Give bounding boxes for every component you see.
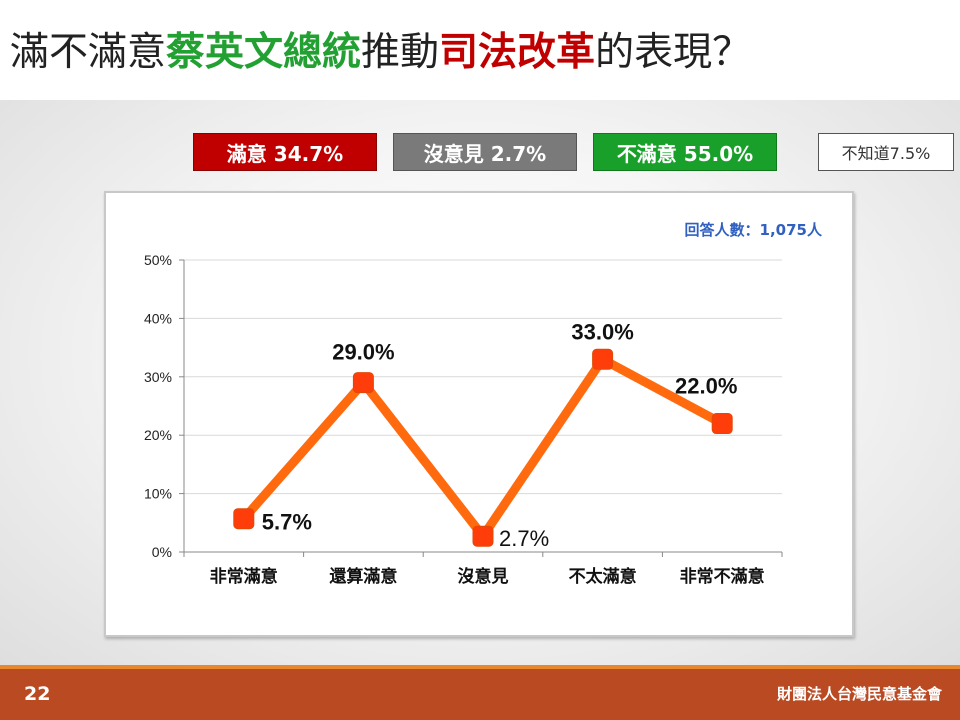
footer-accent-line (0, 665, 960, 669)
data-point-marker (233, 508, 255, 530)
y-tick-label: 40% (144, 310, 172, 326)
data-point-marker (711, 413, 733, 435)
x-category-label: 非常滿意 (210, 566, 278, 587)
title-president-name: 蔡英文總統 (166, 30, 362, 75)
data-point-marker (592, 348, 614, 370)
y-tick-label: 50% (144, 252, 172, 268)
x-category-label: 還算滿意 (329, 566, 397, 587)
title-part-1: 滿不滿意 (10, 30, 167, 75)
line-chart: 0% 10% 20% 30% 40% 50% 非常滿意 還算滿意 沒意見 不太滿意 非常不滿意 5.7… (144, 221, 823, 587)
title-judicial-reform: 司法改革 (439, 30, 596, 75)
data-label: 5.7% (262, 510, 312, 535)
footer-bar: 22 財團法人台灣民意基金會 (0, 669, 960, 720)
summary-no-opinion-badge: 沒意見 2.7% (393, 133, 577, 171)
title-part-5: 的表現？ (595, 30, 752, 75)
data-label: 33.0% (571, 319, 633, 344)
data-point-marker (472, 525, 494, 547)
data-label: 22.0% (675, 374, 737, 399)
y-tick-label: 20% (144, 427, 172, 443)
title-part-3: 推動 (361, 30, 440, 75)
x-category-label: 非常不滿意 (680, 566, 765, 587)
chart-panel: 0% 10% 20% 30% 40% 50% 非常滿意 還算滿意 沒意見 不太滿意 非常不滿意 5.7… (104, 191, 854, 637)
y-tick-label: 0% (152, 544, 172, 560)
x-category-label: 不太滿意 (569, 566, 637, 587)
y-tick-label: 10% (144, 486, 172, 502)
sample-size-annotation: 回答人數：1,075人 (685, 221, 823, 239)
organization-name: 財團法人台灣民意基金會 (776, 685, 942, 703)
data-point-marker (352, 372, 374, 394)
summary-dont-know-badge: 不知道7.5% (818, 133, 954, 171)
x-category-label: 沒意見 (458, 566, 509, 587)
page-title: 滿不滿意蔡英文總統推動司法改革的表現？ (10, 18, 751, 88)
data-label: 29.0% (332, 340, 394, 365)
data-label: 2.7% (499, 526, 549, 551)
summary-dissatisfied-badge: 不滿意 55.0% (593, 133, 777, 171)
y-tick-label: 30% (144, 369, 172, 385)
page-number: 22 (24, 683, 51, 705)
series-line (240, 353, 725, 544)
summary-satisfied-badge: 滿意 34.7% (193, 133, 377, 171)
